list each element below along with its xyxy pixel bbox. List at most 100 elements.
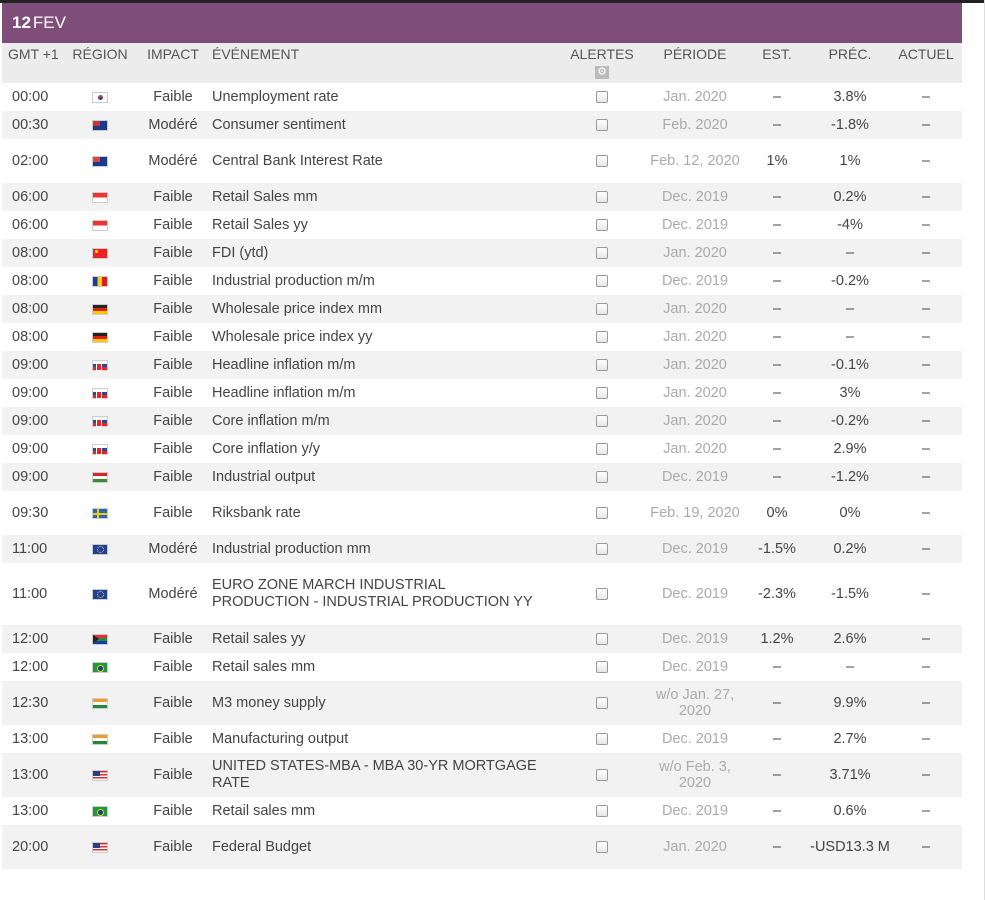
- row-est: –: [772, 659, 782, 675]
- row-period: Dec. 2019: [661, 273, 729, 289]
- row-prev: -0.2%: [831, 413, 869, 429]
- row-event[interactable]: Industrial output: [212, 468, 316, 485]
- alert-checkbox[interactable]: [596, 697, 608, 710]
- alert-checkbox[interactable]: [596, 331, 608, 344]
- alert-checkbox[interactable]: [596, 588, 608, 601]
- col-region: RÉGION: [72, 46, 128, 62]
- row-event[interactable]: Retail Sales mm: [212, 188, 318, 205]
- row-event[interactable]: Consumer sentiment: [212, 116, 346, 133]
- alert-checkbox[interactable]: [596, 471, 608, 484]
- row-period: w/o Jan. 27, 2020: [655, 687, 735, 719]
- alert-cell: [558, 505, 646, 521]
- row-event[interactable]: Manufacturing output: [212, 730, 349, 747]
- row-est: –: [772, 245, 782, 261]
- alert-checkbox[interactable]: [596, 155, 608, 168]
- alert-checkbox[interactable]: [596, 191, 608, 204]
- alert-checkbox[interactable]: [596, 359, 608, 372]
- row-event[interactable]: Retail Sales yy: [212, 216, 308, 233]
- alert-cell: [558, 273, 646, 289]
- row-est: 1%: [766, 153, 788, 169]
- alert-checkbox[interactable]: [596, 275, 608, 288]
- row-event[interactable]: Retail sales yy: [212, 630, 306, 647]
- row-impact: Modéré: [148, 586, 198, 602]
- row-est: –: [772, 117, 782, 133]
- gear-icon[interactable]: ⚙: [595, 66, 609, 79]
- row-prev: 0.2%: [833, 189, 867, 205]
- row-prev: 0.2%: [833, 541, 867, 557]
- region-flag-cell: [62, 189, 138, 205]
- row-est: –: [772, 695, 782, 711]
- alert-checkbox[interactable]: [596, 247, 608, 260]
- row-event[interactable]: M3 money supply: [212, 694, 326, 711]
- row-event[interactable]: Central Bank Interest Rate: [212, 152, 383, 169]
- row-event[interactable]: Retail sales mm: [212, 802, 316, 819]
- table-row: 09:00 Faible Headline inflation m/m Jan. 20…: [2, 351, 962, 379]
- row-est: –: [772, 273, 782, 289]
- alert-checkbox[interactable]: [596, 633, 608, 646]
- flag-ro-icon: [92, 275, 108, 287]
- alert-checkbox[interactable]: [596, 507, 608, 520]
- row-event[interactable]: Riksbank rate: [212, 504, 301, 521]
- alert-checkbox[interactable]: [596, 733, 608, 746]
- row-event[interactable]: Headline inflation m/m: [212, 356, 356, 373]
- alert-checkbox[interactable]: [596, 387, 608, 400]
- table-row: 08:00 Faible Wholesale price index mm Jan. …: [2, 295, 962, 323]
- alert-cell: [558, 217, 646, 233]
- row-event[interactable]: Industrial production m/m: [212, 272, 375, 289]
- row-impact: Faible: [153, 505, 193, 521]
- row-impact: Faible: [153, 357, 193, 373]
- row-event[interactable]: FDI (ytd): [212, 244, 269, 261]
- row-event[interactable]: Core inflation m/m: [212, 412, 330, 429]
- row-event[interactable]: UNITED STATES-MBA - MBA 30-YR MORTGAGE R…: [212, 758, 537, 791]
- row-event[interactable]: Unemployment rate: [212, 88, 339, 105]
- row-est: 0%: [766, 505, 788, 521]
- flag-se-icon: [92, 507, 108, 519]
- alert-checkbox[interactable]: [596, 303, 608, 316]
- row-event[interactable]: Retail sales mm: [212, 658, 316, 675]
- row-prev: –: [845, 329, 855, 345]
- row-event[interactable]: Core inflation y/y: [212, 440, 320, 457]
- col-actual: ACTUEL: [898, 46, 954, 62]
- alert-checkbox[interactable]: [596, 661, 608, 674]
- row-actual: –: [921, 803, 931, 819]
- table-row: 09:30 Faible Riksbank rate Feb. 19, 2020 0% 0…: [2, 491, 962, 535]
- row-actual: –: [921, 273, 931, 289]
- row-impact: Faible: [153, 301, 193, 317]
- table-row: 11:00 Modéré Industrial production mm Dec. …: [2, 535, 962, 563]
- region-flag-cell: [62, 329, 138, 345]
- row-period: Dec. 2019: [661, 803, 729, 819]
- row-period: Dec. 2019: [661, 541, 729, 557]
- row-actual: –: [921, 659, 931, 675]
- alert-checkbox[interactable]: [596, 805, 608, 818]
- flag-eu-icon: [92, 543, 108, 555]
- row-actual: –: [921, 413, 931, 429]
- row-prev: 3%: [839, 385, 861, 401]
- table-body: 00:00 Faible Unemployment rate Jan. 2020 – 3.…: [2, 83, 962, 869]
- flag-de-icon: [92, 303, 108, 315]
- row-est: –: [772, 413, 782, 429]
- row-impact: Faible: [153, 245, 193, 261]
- row-event[interactable]: Industrial production mm: [212, 540, 371, 557]
- row-actual: –: [921, 329, 931, 345]
- row-event[interactable]: EURO ZONE MARCH INDUSTRIAL PRODUCTION - …: [212, 577, 533, 610]
- alert-checkbox[interactable]: [596, 119, 608, 132]
- table-row: 12:30 Faible M3 money supply w/o Jan. 27, 2…: [2, 681, 962, 725]
- alert-checkbox[interactable]: [596, 443, 608, 456]
- row-event[interactable]: Wholesale price index mm: [212, 300, 383, 317]
- row-period: Jan. 2020: [663, 441, 727, 457]
- alert-checkbox[interactable]: [596, 415, 608, 428]
- alert-checkbox[interactable]: [596, 91, 608, 104]
- alert-checkbox[interactable]: [596, 219, 608, 232]
- row-actual: –: [921, 586, 931, 602]
- table-row: 00:00 Faible Unemployment rate Jan. 2020 – 3.…: [2, 83, 962, 111]
- alert-checkbox[interactable]: [596, 543, 608, 556]
- alert-checkbox[interactable]: [596, 841, 608, 854]
- row-event[interactable]: Headline inflation m/m: [212, 384, 356, 401]
- alert-cell: [558, 89, 646, 105]
- row-event[interactable]: Federal Budget: [212, 838, 312, 855]
- flag-us-icon: [92, 769, 108, 781]
- alert-checkbox[interactable]: [596, 769, 608, 782]
- region-flag-cell: [62, 803, 138, 819]
- table-row: 08:00 Faible Industrial production m/m Dec.…: [2, 267, 962, 295]
- row-event[interactable]: Wholesale price index yy: [212, 328, 373, 345]
